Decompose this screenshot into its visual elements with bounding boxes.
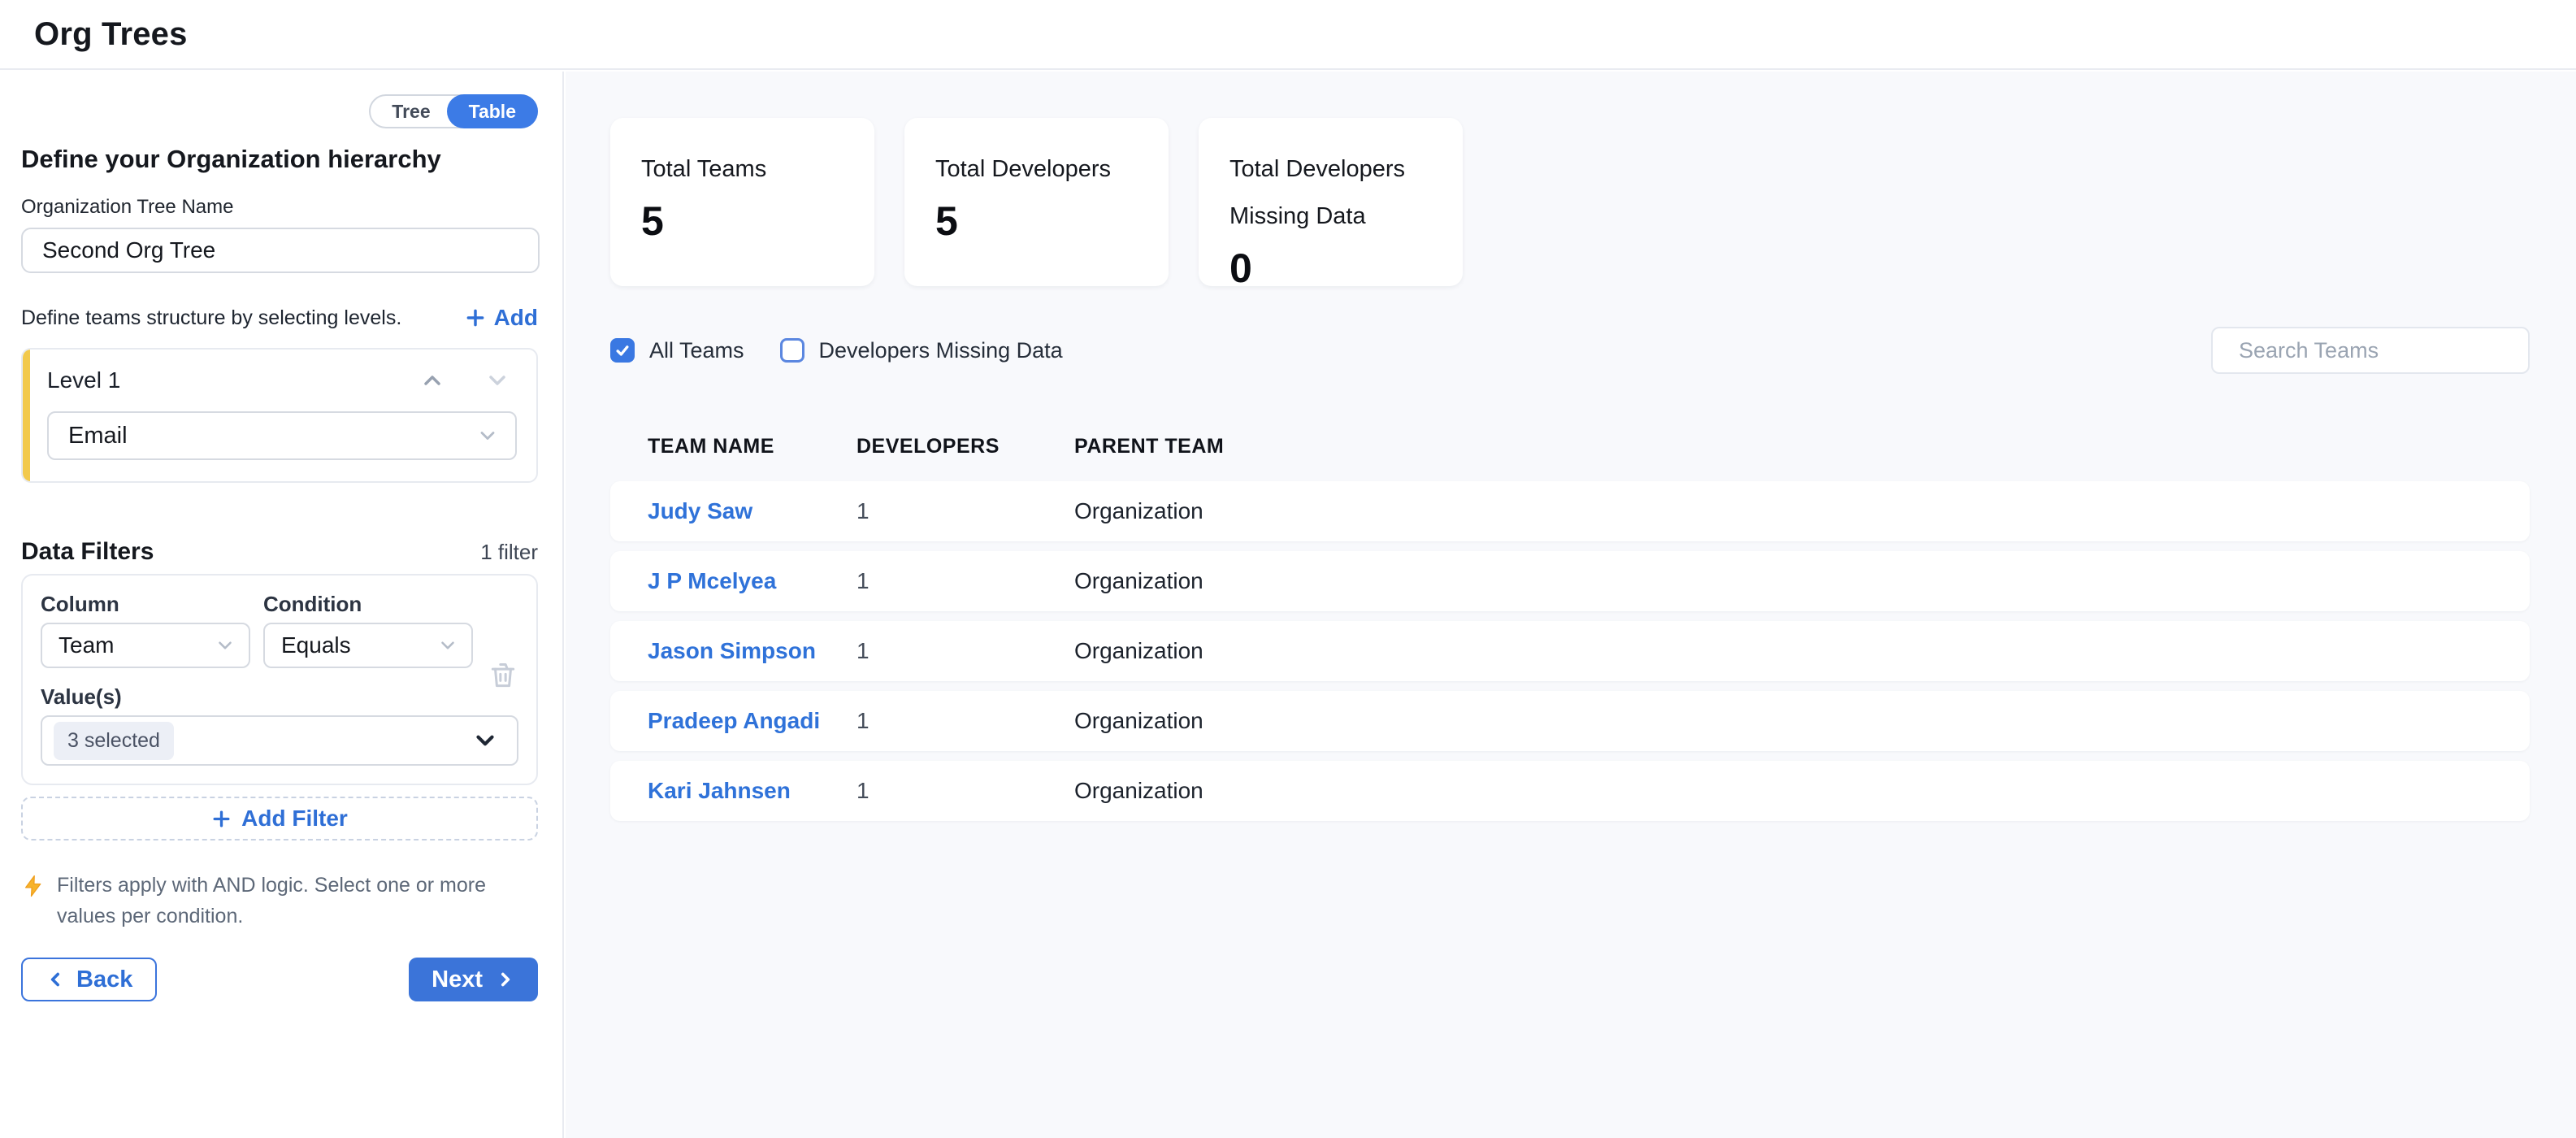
stat-label: Total Developers <box>935 156 1111 182</box>
parent-team-cell: Organization <box>1074 708 1203 733</box>
level-label: Level 1 <box>47 367 121 393</box>
chevron-down-icon <box>441 641 454 649</box>
teams-table: Judy Saw 1 Organization J P Mcelyea 1 Or… <box>610 481 2530 821</box>
stats-row: Total Teams 5 Total Developers 5 Total D… <box>610 118 2530 291</box>
table-header: TEAM NAME DEVELOPERS PARENT TEAM <box>610 436 2530 457</box>
stat-card-developers-missing-data: Total Developers Missing Data 0 <box>1199 118 1463 291</box>
table-row: Jason Simpson 1 Organization <box>610 621 2530 681</box>
developers-missing-data-label: Developers Missing Data <box>818 337 1063 363</box>
view-toggle-row: Tree Table <box>21 94 538 128</box>
add-level-button[interactable]: Add <box>465 305 538 331</box>
column-header-team-name: TEAM NAME <box>648 435 774 458</box>
filter-count-badge: 1 filter <box>480 540 538 564</box>
stat-label: Total Teams <box>641 156 767 182</box>
developers-missing-data-filter: Developers Missing Data <box>779 337 1063 363</box>
trash-icon <box>491 663 515 688</box>
tree-name-input[interactable] <box>21 228 540 273</box>
search-teams-box <box>2211 327 2530 374</box>
team-name-link[interactable]: Kari Jahnsen <box>648 778 791 803</box>
selected-count-chip: 3 selected <box>54 721 174 760</box>
condition-select[interactable]: Equals <box>263 623 473 668</box>
back-button[interactable]: Back <box>21 958 158 1001</box>
add-level-label: Add <box>493 305 538 330</box>
check-icon <box>616 345 629 356</box>
parent-team-cell: Organization <box>1074 568 1203 593</box>
table-row: Judy Saw 1 Organization <box>610 481 2530 541</box>
team-name-link[interactable]: Pradeep Angadi <box>648 708 821 733</box>
all-teams-filter: All Teams <box>610 338 744 363</box>
levels-hint: Define teams structure by selecting leve… <box>21 306 402 329</box>
data-filters-title: Data Filters <box>21 538 154 565</box>
all-teams-checkbox[interactable] <box>610 338 635 363</box>
developers-cell: 1 <box>856 568 870 593</box>
app-header: Org Trees <box>0 0 2576 70</box>
team-name-link[interactable]: Jason Simpson <box>648 638 816 663</box>
developers-cell: 1 <box>856 498 870 523</box>
column-select-value: Team <box>59 632 115 658</box>
delete-filter-button[interactable] <box>488 660 518 691</box>
main-content: Total Teams 5 Total Developers 5 Total D… <box>566 72 2576 1138</box>
back-button-label: Back <box>76 966 133 992</box>
parent-team-cell: Organization <box>1074 638 1203 663</box>
team-name-link[interactable]: J P Mcelyea <box>648 568 777 593</box>
developers-cell: 1 <box>856 708 870 733</box>
stat-card-total-developers: Total Developers 5 <box>904 118 1169 286</box>
level-card: Level 1 Email <box>21 348 538 483</box>
team-name-link[interactable]: Judy Saw <box>648 498 753 523</box>
table-filter-bar: All Teams Developers Missing Data <box>610 327 2530 374</box>
column-select[interactable]: Team <box>41 623 250 668</box>
chevron-left-icon <box>50 972 60 987</box>
search-teams-input[interactable] <box>2239 337 2526 363</box>
table-row: Pradeep Angadi 1 Organization <box>610 691 2530 751</box>
column-header-parent-team: PARENT TEAM <box>1074 435 1225 458</box>
values-multiselect[interactable]: 3 selected <box>41 715 518 766</box>
tree-name-label: Organization Tree Name <box>21 196 234 218</box>
filter-card: Column Team Condition Equals Value(s) 3 <box>21 574 538 785</box>
parent-team-cell: Organization <box>1074 498 1203 523</box>
add-filter-button[interactable]: Add Filter <box>21 797 538 840</box>
next-button-label: Next <box>432 966 483 992</box>
values-label: Value(s) <box>41 684 122 709</box>
condition-label: Condition <box>263 592 362 616</box>
stat-value: 5 <box>641 198 664 244</box>
next-button[interactable]: Next <box>409 958 538 1001</box>
plus-icon <box>466 309 484 327</box>
level-field-select[interactable]: Email <box>47 411 517 460</box>
filters-note-text: Filters apply with AND logic. Select one… <box>57 874 486 927</box>
column-header-developers: DEVELOPERS <box>856 435 1000 458</box>
chevron-down-icon <box>480 432 495 440</box>
condition-select-value: Equals <box>281 632 351 658</box>
toggle-option-table[interactable]: Table <box>446 94 538 128</box>
level-accent-bar <box>23 350 30 481</box>
chevron-right-icon <box>501 972 510 987</box>
page-title: Org Trees <box>34 15 188 52</box>
developers-cell: 1 <box>856 778 870 803</box>
developers-missing-data-checkbox[interactable] <box>779 338 804 363</box>
table-row: Kari Jahnsen 1 Organization <box>610 761 2530 821</box>
chevron-down-icon <box>476 735 494 746</box>
toggle-option-tree[interactable]: Tree <box>392 100 431 122</box>
chevron-up-icon[interactable] <box>419 367 445 393</box>
column-label: Column <box>41 592 119 616</box>
chevron-down-icon[interactable] <box>484 367 510 393</box>
stat-value: 5 <box>935 198 958 244</box>
plus-icon <box>213 810 230 827</box>
sidebar: Tree Table Define your Organization hier… <box>0 72 564 1138</box>
stat-label: Total Developers Missing Data <box>1229 156 1405 229</box>
table-row: J P Mcelyea 1 Organization <box>610 551 2530 611</box>
lightning-icon <box>25 875 41 897</box>
sidebar-section-title: Define your Organization hierarchy <box>21 145 441 173</box>
add-filter-label: Add Filter <box>241 806 348 831</box>
level-field-value: Email <box>68 422 128 449</box>
tree-table-toggle: Tree Table <box>369 94 538 128</box>
parent-team-cell: Organization <box>1074 778 1203 803</box>
stat-card-total-teams: Total Teams 5 <box>610 118 874 286</box>
developers-cell: 1 <box>856 638 870 663</box>
stat-value: 0 <box>1229 245 1252 291</box>
chevron-down-icon <box>219 641 232 649</box>
all-teams-label: All Teams <box>649 337 744 363</box>
filters-note: Filters apply with AND logic. Select one… <box>21 870 509 932</box>
